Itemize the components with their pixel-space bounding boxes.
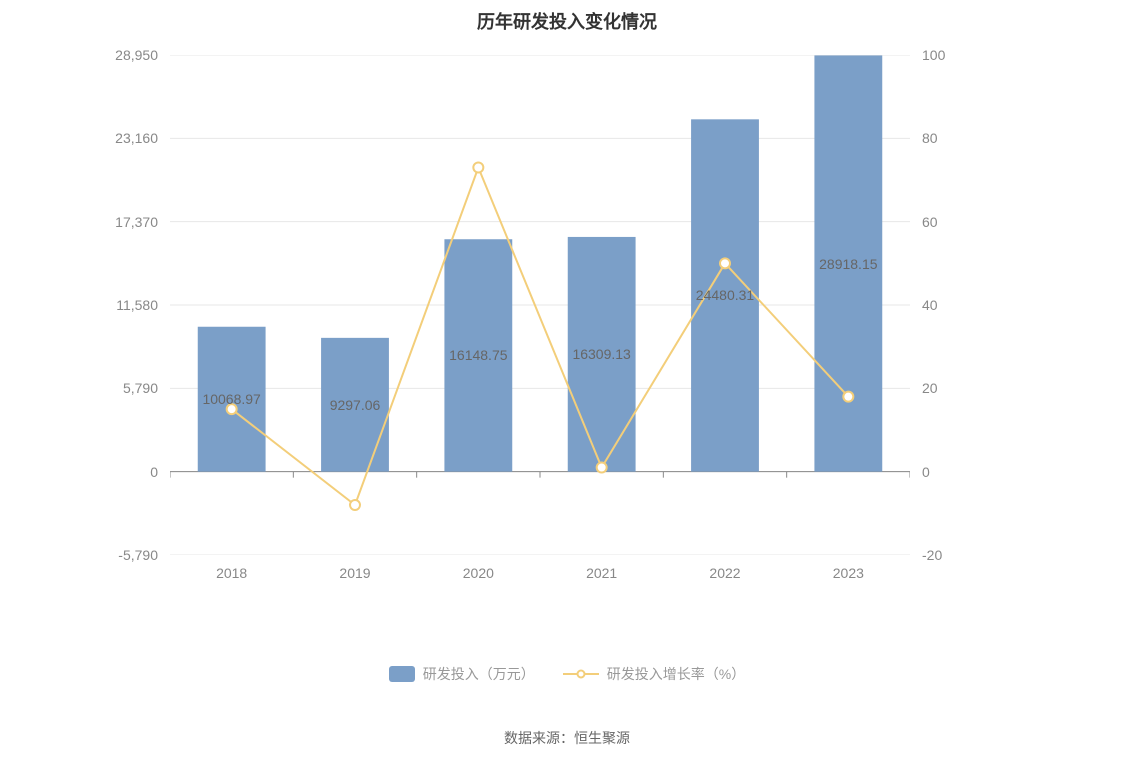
x-tick-label: 2018 — [216, 565, 247, 581]
bar-value-label: 24480.31 — [696, 287, 754, 303]
legend-line-marker — [576, 670, 585, 679]
line-marker — [720, 258, 730, 268]
bar-value-label: 16148.75 — [449, 347, 507, 363]
y-left-tick-label: 11,580 — [116, 297, 158, 313]
y-left-tick-label: 5,790 — [123, 380, 158, 396]
y-left-tick-label: 23,160 — [115, 130, 158, 146]
y-right-tick-label: 20 — [922, 380, 938, 396]
chart-title: 历年研发投入变化情况 — [0, 8, 1134, 34]
line-marker — [473, 163, 483, 173]
legend-bar-label: 研发投入（万元） — [423, 664, 535, 684]
y-left-tick-label: 17,370 — [115, 214, 158, 230]
chart-svg — [170, 55, 910, 555]
line-marker — [843, 392, 853, 402]
chart-legend: 研发投入（万元） 研发投入增长率（%） — [0, 664, 1134, 684]
data-source: 数据来源：恒生聚源 — [0, 728, 1134, 748]
y-left-tick-label: 28,950 — [115, 47, 158, 63]
bar-value-label: 9297.06 — [330, 397, 381, 413]
x-tick-label: 2023 — [833, 565, 864, 581]
y-right-tick-label: 40 — [922, 297, 938, 313]
x-tick-label: 2021 — [586, 565, 617, 581]
y-left-tick-label: -5,790 — [118, 547, 158, 563]
x-tick-label: 2020 — [463, 565, 494, 581]
bar-value-label: 16309.13 — [572, 346, 630, 362]
legend-item-bar: 研发投入（万元） — [389, 664, 535, 684]
line-marker — [597, 463, 607, 473]
y-right-tick-label: 0 — [922, 464, 930, 480]
legend-item-line: 研发投入增长率（%） — [563, 664, 745, 684]
legend-bar-swatch — [389, 666, 415, 682]
y-right-tick-label: 100 — [922, 47, 945, 63]
bar-value-label: 28918.15 — [819, 256, 877, 272]
y-right-tick-label: 60 — [922, 214, 938, 230]
x-tick-label: 2022 — [709, 565, 740, 581]
y-left-tick-label: 0 — [150, 464, 158, 480]
legend-line-swatch — [563, 666, 599, 682]
x-tick-label: 2019 — [339, 565, 370, 581]
legend-line-label: 研发投入增长率（%） — [607, 664, 745, 684]
bar-value-label: 10068.97 — [202, 391, 260, 407]
line-marker — [350, 500, 360, 510]
chart-plot-area: -5,79005,79011,58017,37023,16028,950-200… — [170, 55, 910, 555]
y-right-tick-label: 80 — [922, 130, 938, 146]
y-right-tick-label: -20 — [922, 547, 942, 563]
